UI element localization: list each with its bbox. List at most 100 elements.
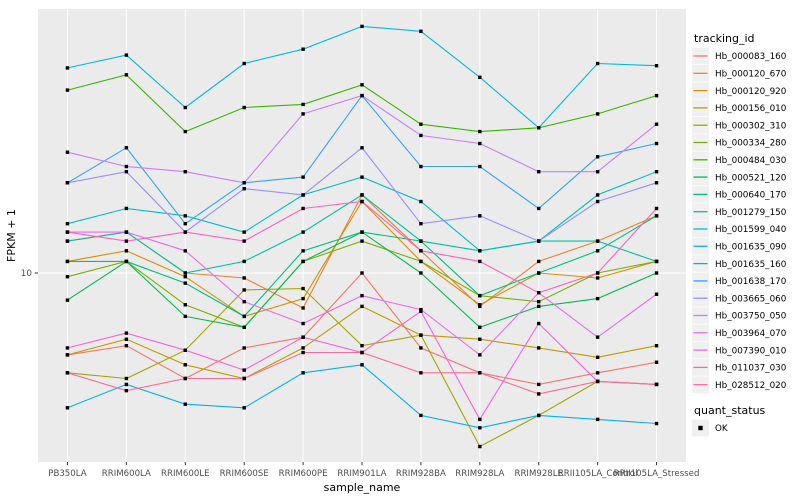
legend-label: Hb_011037_030 bbox=[715, 364, 787, 374]
legend-label: Hb_001635_090 bbox=[715, 243, 787, 253]
x-tick-label: RRIM928BA bbox=[396, 469, 446, 479]
data-point bbox=[360, 175, 364, 179]
data-point bbox=[360, 199, 364, 204]
data-point bbox=[65, 298, 70, 302]
legend-label: Hb_000083_160 bbox=[715, 52, 787, 62]
data-point bbox=[301, 47, 305, 51]
x-tick-label: RRII105LA_Stressed bbox=[614, 469, 700, 479]
data-point bbox=[183, 105, 187, 110]
data-point bbox=[301, 206, 305, 211]
data-point bbox=[65, 88, 70, 92]
data-point bbox=[654, 214, 659, 218]
data-point bbox=[242, 259, 246, 264]
data-point bbox=[419, 239, 423, 243]
x-tick-label: PB350LA bbox=[48, 469, 86, 479]
data-point bbox=[654, 271, 659, 275]
data-point bbox=[242, 105, 246, 110]
data-point bbox=[65, 221, 70, 226]
data-point bbox=[301, 249, 305, 253]
data-point bbox=[183, 376, 187, 381]
legend-label: Hb_001599_040 bbox=[715, 225, 787, 235]
data-point bbox=[537, 346, 541, 350]
data-point bbox=[419, 122, 423, 126]
data-point bbox=[242, 288, 246, 292]
data-point bbox=[419, 346, 423, 350]
data-point bbox=[124, 259, 129, 264]
data-point bbox=[360, 293, 364, 298]
data-point bbox=[65, 406, 70, 410]
legend-label: Hb_000156_010 bbox=[715, 104, 787, 114]
data-point bbox=[478, 353, 482, 357]
data-point bbox=[537, 299, 541, 304]
data-point bbox=[478, 371, 482, 375]
data-point bbox=[419, 199, 423, 204]
data-point bbox=[595, 276, 600, 280]
data-point bbox=[242, 406, 246, 410]
data-point bbox=[183, 249, 187, 253]
data-point bbox=[301, 193, 305, 197]
data-point bbox=[183, 214, 187, 218]
data-point bbox=[301, 286, 305, 291]
data-point bbox=[478, 214, 482, 218]
data-point bbox=[595, 170, 600, 174]
data-point bbox=[419, 221, 423, 226]
data-point bbox=[242, 368, 246, 372]
data-point bbox=[65, 259, 70, 264]
data-point bbox=[124, 376, 129, 381]
data-point bbox=[537, 271, 541, 275]
data-point bbox=[478, 293, 482, 298]
data-point bbox=[242, 314, 246, 319]
legend-label: Hb_000640_170 bbox=[715, 191, 787, 201]
data-point bbox=[537, 259, 541, 264]
data-point bbox=[654, 292, 659, 296]
legend-label: Hb_028512_020 bbox=[715, 381, 787, 391]
data-point bbox=[595, 61, 600, 66]
legend-label: Hb_003750_050 bbox=[715, 312, 787, 322]
data-point bbox=[419, 259, 423, 264]
data-point bbox=[124, 73, 129, 77]
data-point bbox=[419, 413, 423, 418]
data-point bbox=[537, 321, 541, 326]
data-point bbox=[360, 230, 364, 234]
data-point bbox=[654, 93, 659, 98]
data-point bbox=[301, 296, 305, 301]
data-point bbox=[537, 392, 541, 396]
legend-key-square-marker bbox=[698, 425, 703, 431]
data-point bbox=[183, 363, 187, 367]
data-point bbox=[654, 206, 659, 211]
data-point bbox=[65, 371, 70, 375]
data-point bbox=[65, 239, 70, 243]
data-point bbox=[301, 230, 305, 234]
data-point bbox=[478, 259, 482, 264]
x-tick-label: RRII105LA_Control bbox=[558, 469, 638, 479]
data-point bbox=[360, 193, 364, 197]
data-point bbox=[419, 29, 423, 33]
data-point bbox=[419, 371, 423, 375]
data-point bbox=[242, 299, 246, 304]
data-point bbox=[360, 24, 364, 29]
data-point bbox=[360, 304, 364, 309]
data-point bbox=[595, 239, 600, 243]
x-tick-label: RRIM928LE bbox=[514, 469, 563, 479]
data-point bbox=[301, 335, 305, 339]
data-point bbox=[537, 126, 541, 130]
x-tick-label: RRIM600SE bbox=[220, 469, 269, 479]
data-point bbox=[360, 93, 364, 98]
data-point bbox=[654, 170, 659, 174]
data-point bbox=[360, 146, 364, 150]
legend-label: Hb_003665_060 bbox=[715, 294, 787, 304]
data-point bbox=[183, 303, 187, 307]
legend-label: Hb_000120_920 bbox=[715, 87, 787, 97]
data-point bbox=[183, 275, 187, 279]
data-point bbox=[654, 181, 659, 185]
data-point bbox=[478, 129, 482, 134]
data-point bbox=[124, 337, 129, 341]
data-point bbox=[124, 382, 129, 387]
data-point bbox=[183, 221, 187, 226]
data-point bbox=[360, 343, 364, 348]
data-point bbox=[654, 421, 659, 426]
data-point bbox=[124, 53, 129, 57]
data-point bbox=[595, 335, 600, 339]
data-point bbox=[242, 230, 246, 234]
data-point bbox=[242, 181, 246, 185]
